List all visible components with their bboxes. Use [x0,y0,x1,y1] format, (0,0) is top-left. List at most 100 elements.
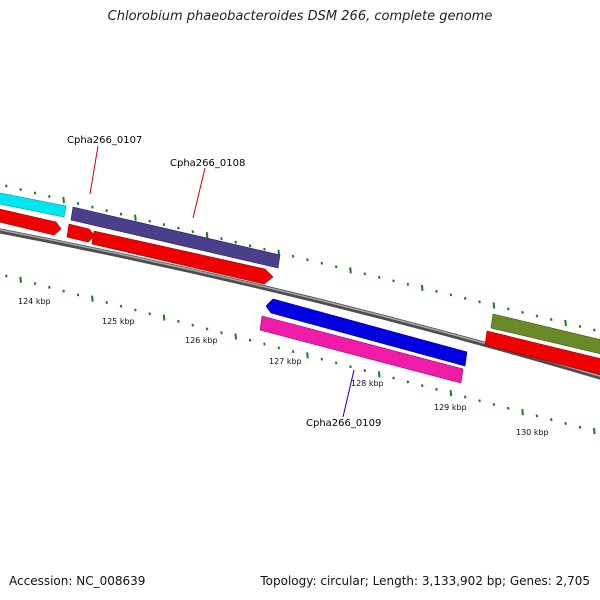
leader-line-cpha266-0108 [192,167,206,219]
gene-bar-olive[interactable] [490,313,600,356]
minor-tick [177,226,180,230]
minor-tick [33,191,37,195]
gene-bar-slate[interactable] [70,206,281,269]
minor-tick [564,421,567,425]
major-tick [134,214,137,221]
minor-tick [119,304,123,308]
minor-tick [550,418,553,422]
minor-tick [48,195,51,199]
minor-tick [550,317,553,321]
minor-tick [62,289,65,293]
minor-tick [119,212,123,216]
minor-tick [463,296,467,300]
tick-label: 128 kbp [351,379,384,388]
major-tick [449,390,453,397]
minor-tick [248,338,252,342]
minor-tick [291,350,295,354]
minor-tick [506,406,510,410]
tick-label: 125 kbp [102,317,135,326]
minor-tick [435,387,438,391]
minor-tick [148,312,151,316]
minor-tick [291,254,295,258]
minor-tick [277,346,281,350]
minor-tick [578,325,582,328]
leader-line-cpha266-0107 [89,145,99,195]
minor-tick [363,272,367,276]
gene-label-cpha266-0107: Cpha266_0107 [67,135,142,146]
minor-tick [521,310,524,314]
tick-label: 124 kbp [18,297,51,306]
gene-bar-magenta[interactable] [259,315,464,384]
major-tick [234,333,238,340]
minor-tick [593,328,596,332]
minor-tick [191,323,195,327]
minor-tick [5,184,8,188]
accession-text: Accession: NC_008639 [9,574,146,588]
minor-tick [578,425,582,429]
tick-label: 127 kbp [269,357,302,366]
minor-tick [48,285,51,289]
minor-tick [334,265,338,269]
cds-arrow-cpha266-0107[interactable] [66,223,96,243]
minor-tick [248,244,252,248]
minor-tick [191,230,195,234]
tick-label: 126 kbp [185,336,218,345]
major-tick [91,295,94,302]
major-tick [492,302,496,309]
cds-arrow[interactable] [484,330,600,377]
minor-tick [463,395,467,399]
minor-tick [91,205,94,209]
major-tick [62,196,65,204]
major-tick [564,319,567,327]
minor-tick [363,369,367,372]
inner-tick-marks [5,274,596,435]
minor-tick [449,293,453,297]
minor-tick [478,399,481,403]
minor-tick [177,319,180,323]
outer-tick-marks [5,184,596,332]
major-tick [521,408,524,416]
gene-bar-cyan[interactable] [0,192,67,218]
major-tick [205,232,209,239]
map-title: Chlorobium phaeobacteroides DSM 266, com… [107,9,493,24]
minor-tick [349,365,352,369]
minor-tick [220,237,223,241]
minor-tick [19,188,22,191]
minor-tick [320,261,324,265]
genome-summary-text: Topology: circular; Length: 3,133,902 bp… [260,574,590,588]
minor-tick [33,282,37,286]
minor-tick [420,384,424,388]
minor-tick [392,376,395,380]
minor-tick [506,307,510,311]
minor-tick [205,327,209,331]
minor-tick [406,282,410,286]
minor-tick [134,308,137,312]
major-tick [593,427,596,435]
major-tick [349,267,352,274]
minor-tick [406,380,410,384]
gene-label-cpha266-0109: Cpha266_0109 [306,418,381,429]
minor-tick [306,258,309,262]
minor-tick [76,293,80,297]
minor-tick [478,300,481,304]
minor-tick [435,289,438,293]
major-tick [306,352,309,359]
tick-label: 130 kbp [516,428,549,437]
gene-label-cpha266-0108: Cpha266_0108 [170,158,245,169]
cds-arrow-cpha266-0108[interactable] [91,230,274,285]
minor-tick [105,300,108,304]
major-tick [420,284,424,291]
minor-tick [5,274,8,278]
minor-tick [148,219,151,223]
minor-tick [392,279,395,283]
leader-line-cpha266-0109 [342,369,355,418]
cds-arrow[interactable] [0,208,62,236]
tick-label: 129 kbp [434,403,467,412]
minor-tick [263,247,266,251]
major-tick [377,371,381,378]
minor-tick [162,223,166,227]
gene-bar-blue-cpha266-0109[interactable] [265,298,468,367]
minor-tick [377,275,381,279]
minor-tick [535,314,539,318]
